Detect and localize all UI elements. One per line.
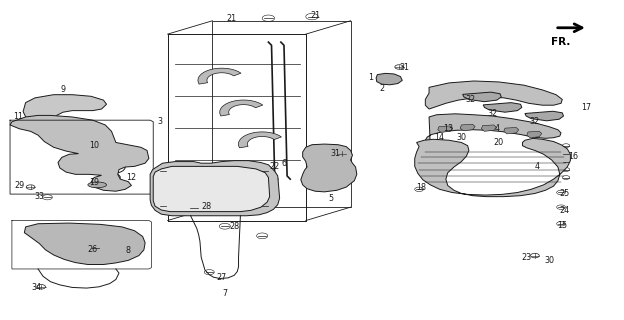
Text: 10: 10 bbox=[89, 141, 99, 150]
Polygon shape bbox=[481, 125, 496, 131]
Text: 22: 22 bbox=[270, 162, 280, 171]
Polygon shape bbox=[238, 132, 281, 148]
Text: 8: 8 bbox=[126, 246, 131, 255]
Text: 14: 14 bbox=[435, 133, 445, 142]
Text: 34: 34 bbox=[32, 283, 42, 292]
Polygon shape bbox=[301, 144, 357, 192]
Polygon shape bbox=[10, 116, 149, 191]
Polygon shape bbox=[23, 95, 107, 134]
Text: 9: 9 bbox=[61, 85, 66, 94]
Text: 2: 2 bbox=[379, 84, 384, 93]
Text: 26: 26 bbox=[88, 245, 98, 254]
Text: 6: 6 bbox=[281, 159, 286, 168]
Text: 19: 19 bbox=[89, 178, 99, 187]
Text: 29: 29 bbox=[14, 181, 24, 190]
Polygon shape bbox=[504, 127, 519, 134]
Text: 32: 32 bbox=[487, 109, 497, 118]
Text: FR.: FR. bbox=[551, 37, 570, 47]
Text: 13: 13 bbox=[443, 124, 453, 132]
Text: 25: 25 bbox=[559, 189, 569, 198]
Text: 33: 33 bbox=[34, 192, 44, 201]
Text: 32: 32 bbox=[466, 95, 476, 104]
Text: 17: 17 bbox=[581, 103, 591, 112]
Text: 12: 12 bbox=[127, 173, 137, 182]
Text: 20: 20 bbox=[494, 138, 504, 147]
Text: 27: 27 bbox=[217, 273, 227, 282]
Text: 5: 5 bbox=[328, 194, 333, 203]
Text: 30: 30 bbox=[545, 257, 555, 266]
Polygon shape bbox=[527, 131, 542, 138]
Polygon shape bbox=[376, 73, 402, 85]
Polygon shape bbox=[438, 126, 452, 132]
Text: 28: 28 bbox=[229, 222, 239, 231]
Text: 11: 11 bbox=[13, 113, 23, 122]
Polygon shape bbox=[220, 100, 263, 116]
Text: 31: 31 bbox=[331, 149, 341, 158]
Polygon shape bbox=[483, 103, 522, 112]
Text: 24: 24 bbox=[559, 206, 569, 215]
Text: 32: 32 bbox=[530, 117, 540, 126]
Polygon shape bbox=[415, 138, 570, 197]
Polygon shape bbox=[426, 114, 561, 146]
Text: 18: 18 bbox=[416, 183, 426, 192]
Text: 7: 7 bbox=[222, 289, 227, 298]
Text: 4: 4 bbox=[495, 124, 500, 132]
Text: 21: 21 bbox=[310, 11, 320, 20]
Text: 31: 31 bbox=[399, 63, 409, 72]
Text: 30: 30 bbox=[456, 133, 466, 142]
Polygon shape bbox=[150, 161, 280, 216]
Text: 23: 23 bbox=[522, 253, 532, 262]
Text: 21: 21 bbox=[226, 14, 236, 23]
Text: 28: 28 bbox=[201, 202, 211, 211]
Ellipse shape bbox=[88, 182, 107, 188]
Polygon shape bbox=[426, 81, 562, 109]
Text: 1: 1 bbox=[368, 73, 373, 82]
Polygon shape bbox=[24, 223, 145, 265]
Polygon shape bbox=[460, 124, 475, 131]
Polygon shape bbox=[198, 68, 241, 84]
Text: 3: 3 bbox=[158, 117, 163, 126]
Text: 16: 16 bbox=[568, 152, 578, 161]
Polygon shape bbox=[525, 111, 563, 121]
Text: 4: 4 bbox=[535, 162, 540, 171]
Polygon shape bbox=[154, 166, 270, 212]
Text: 15: 15 bbox=[557, 221, 567, 230]
Polygon shape bbox=[462, 92, 501, 102]
